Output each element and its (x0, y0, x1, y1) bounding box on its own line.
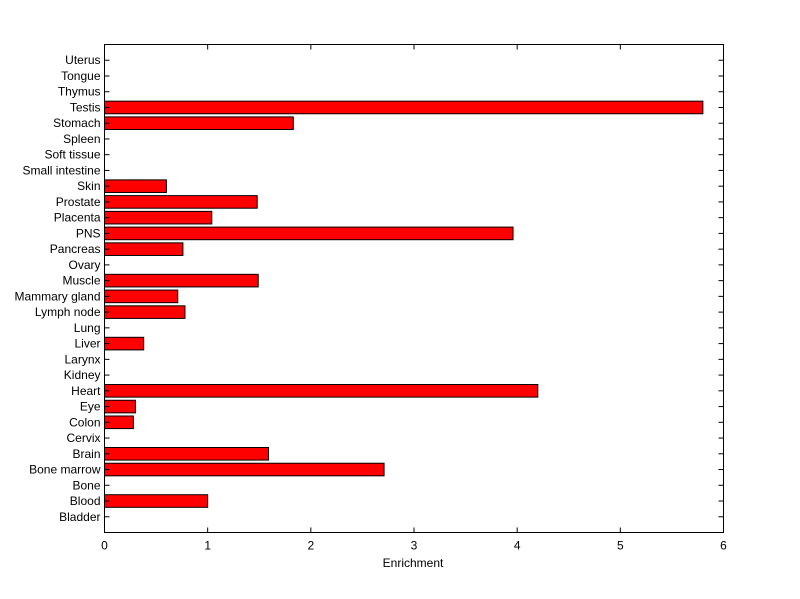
y-tick-label: Small intestine (22, 163, 100, 177)
bar-mammary-gland (104, 289, 179, 304)
y-tick-label: Mammary gland (14, 289, 100, 303)
y-tick-label: Ovary (68, 258, 100, 272)
y-tick-label: Stomach (53, 116, 100, 130)
y-tick-label: Prostate (56, 195, 101, 209)
bar-blood (104, 494, 209, 508)
y-tick-label: Cervix (66, 431, 100, 445)
x-tick-label: 3 (411, 539, 418, 553)
y-tick-label: Eye (80, 400, 101, 414)
bar-prostate (104, 195, 258, 209)
bar-testis (104, 100, 704, 115)
y-tick-label: Liver (74, 337, 100, 351)
x-tick-label: 6 (720, 539, 727, 553)
bar-brain (104, 446, 270, 461)
x-tick-label: 1 (204, 539, 211, 553)
y-tick-label: Placenta (54, 211, 101, 225)
x-tick-label: 0 (101, 539, 108, 553)
y-tick-label: Testis (70, 100, 101, 114)
y-tick-label: Skin (77, 179, 100, 193)
x-tick-label: 5 (617, 539, 624, 553)
bar-skin (104, 179, 167, 193)
y-tick-label: Blood (70, 494, 101, 508)
y-tick-label: Spleen (63, 132, 100, 146)
y-tick-label: Tongue (61, 69, 101, 83)
x-tick-label: 2 (307, 539, 314, 553)
y-tick-label: Lung (74, 321, 101, 335)
bar-stomach (104, 116, 294, 131)
bar-muscle (104, 273, 259, 288)
y-tick-label: Kidney (64, 368, 101, 382)
y-tick-label: Thymus (58, 85, 101, 99)
y-tick-label: Bone marrow (29, 463, 101, 477)
y-tick-label: PNS (76, 226, 101, 240)
y-tick-label: Pancreas (50, 242, 101, 256)
y-tick-label: Lymph node (35, 305, 101, 319)
y-tick-label: Bladder (59, 510, 100, 524)
y-tick-label: Larynx (64, 352, 100, 366)
y-tick-label: Brain (72, 447, 100, 461)
bar-lymph-node (104, 305, 186, 319)
bar-pancreas (104, 242, 184, 256)
bar-liver (104, 336, 145, 351)
y-tick-label: Soft tissue (44, 148, 100, 162)
bar-pns (104, 226, 514, 241)
bar-bone-marrow (104, 462, 385, 477)
bar-heart (104, 384, 539, 398)
y-tick-label: Muscle (62, 274, 100, 288)
y-tick-label: Colon (69, 415, 100, 429)
y-tick-label: Uterus (65, 53, 100, 67)
y-tick-label: Heart (71, 384, 101, 398)
bar-placenta (104, 210, 213, 225)
y-tick-label: Bone (72, 478, 100, 492)
x-axis-label: Enrichment (383, 556, 444, 570)
x-tick-label: 4 (514, 539, 521, 553)
